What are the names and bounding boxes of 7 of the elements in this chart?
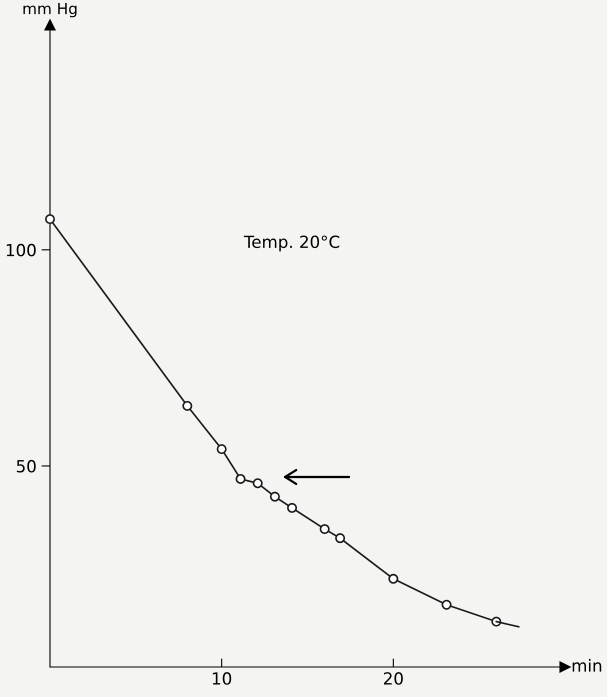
annotation: Temp. 20°C: [244, 236, 340, 252]
y-tick-label: 100: [6, 244, 36, 256]
x-tick-label: 10: [212, 672, 232, 685]
x-tick-label: 20: [384, 672, 403, 685]
y-tick-label: 50: [16, 460, 36, 473]
y-axis-title: mm Hg: [23, 2, 77, 18]
x-axis-title: min: [572, 658, 602, 672]
